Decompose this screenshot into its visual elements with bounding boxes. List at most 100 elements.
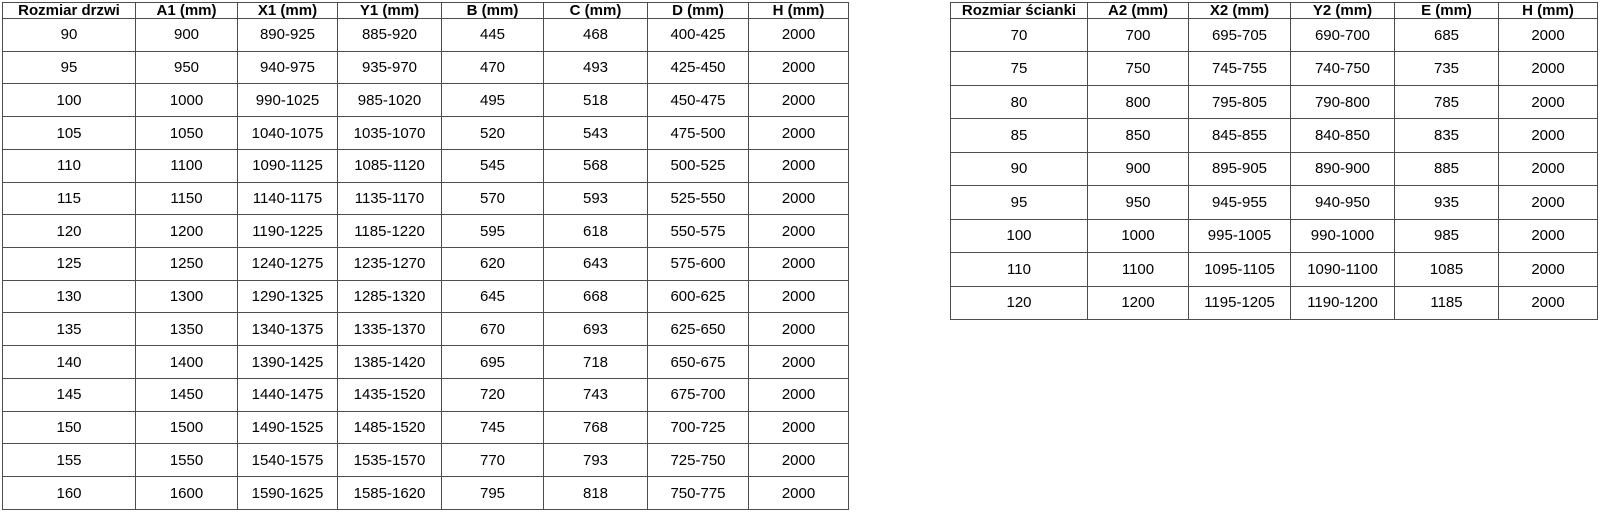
table-cell: 735 xyxy=(1394,51,1499,86)
table-cell: 2000 xyxy=(748,18,849,52)
table-cell: 985-1020 xyxy=(337,83,442,118)
table-cell: 155 xyxy=(2,443,136,478)
table-cell: 1435-1520 xyxy=(337,377,442,412)
table-cell: 1200 xyxy=(135,214,238,249)
table-cell: 1185 xyxy=(1394,285,1499,320)
table-cell: 1390-1425 xyxy=(237,345,338,379)
table-row: 135 1350 1340-1375 1335-1370 670 693 625-650 20… xyxy=(2,312,849,347)
table-cell: 1300 xyxy=(135,279,238,314)
table-cell: 1440-1475 xyxy=(237,377,338,412)
table-cell: 2000 xyxy=(1498,118,1598,153)
table-cell: 1600 xyxy=(135,476,238,510)
table-cell: 1450 xyxy=(135,377,238,412)
table-cell: 1585-1620 xyxy=(337,476,442,510)
table-cell: 693 xyxy=(543,312,648,347)
table-body: 90 900 890-925 885-920 445 468 400-425 2000 95 95… xyxy=(2,18,849,510)
table-cell: 2000 xyxy=(748,345,849,379)
table-cell: 1535-1570 xyxy=(337,443,442,478)
table-cell: 795-805 xyxy=(1188,84,1291,120)
table-cell: 1000 xyxy=(1087,218,1189,254)
header-row: Rozmiar ścianki A2 (mm) X2 (mm) Y2 (mm) E (m… xyxy=(950,2,1598,19)
header-cell: H (mm) xyxy=(748,2,849,19)
table-cell: 620 xyxy=(441,247,544,281)
table-row: 160 1600 1590-1625 1585-1620 795 818 750-775 20… xyxy=(2,476,849,510)
table-cell: 2000 xyxy=(1498,84,1598,120)
table-cell: 2000 xyxy=(748,312,849,347)
table-cell: 2000 xyxy=(748,214,849,249)
table-cell: 525-550 xyxy=(647,181,749,216)
table-cell: 793 xyxy=(543,443,648,478)
table-cell: 2000 xyxy=(748,410,849,445)
table-cell: 110 xyxy=(950,252,1088,287)
table-cell: 985 xyxy=(1394,218,1499,254)
header-cell: Rozmiar ścianki xyxy=(950,2,1088,19)
table-cell: 935 xyxy=(1394,185,1499,220)
table-row: 75 750 745-755 740-750 735 2000 xyxy=(950,51,1598,86)
table-cell: 518 xyxy=(543,83,648,118)
table-cell: 1000 xyxy=(135,83,238,118)
table-row: 85 850 845-855 840-850 835 2000 xyxy=(950,118,1598,153)
table-cell: 945-955 xyxy=(1188,185,1291,220)
table-cell: 545 xyxy=(441,148,544,183)
table-cell: 1590-1625 xyxy=(237,476,338,510)
table-row: 100 1000 995-1005 990-1000 985 2000 xyxy=(950,218,1598,254)
table-cell: 890-925 xyxy=(237,18,338,52)
table-row: 80 800 795-805 790-800 785 2000 xyxy=(950,84,1598,120)
table-cell: 890-900 xyxy=(1290,151,1395,187)
header-cell: D (mm) xyxy=(647,2,749,19)
table-cell: 570 xyxy=(441,181,544,216)
table-cell: 493 xyxy=(543,50,648,85)
table-cell: 70 xyxy=(950,17,1088,53)
table-cell: 468 xyxy=(543,18,648,52)
table-cell: 685 xyxy=(1394,17,1499,53)
table-cell: 885-920 xyxy=(337,18,442,52)
table-cell: 543 xyxy=(543,116,648,150)
table-cell: 1485-1520 xyxy=(337,410,442,445)
table-cell: 1085-1120 xyxy=(337,148,442,183)
table-row: 150 1500 1490-1525 1485-1520 745 768 700-725 20… xyxy=(2,410,849,445)
table-cell: 645 xyxy=(441,279,544,314)
table-cell: 940-950 xyxy=(1290,185,1395,220)
table-cell: 1250 xyxy=(135,247,238,281)
header-row: Rozmiar drzwi A1 (mm) X1 (mm) Y1 (mm) B (mm)… xyxy=(2,2,849,19)
header-cell: A2 (mm) xyxy=(1087,2,1189,19)
table-cell: 90 xyxy=(2,18,136,52)
table-cell: 2000 xyxy=(748,148,849,183)
header-cell: Y1 (mm) xyxy=(337,2,442,19)
table-cell: 445 xyxy=(441,18,544,52)
table-row: 155 1550 1540-1575 1535-1570 770 793 725-750 20… xyxy=(2,443,849,478)
table-cell: 1085 xyxy=(1394,252,1499,287)
table-cell: 1195-1205 xyxy=(1188,285,1291,320)
table-cell: 125 xyxy=(2,247,136,281)
table-cell: 1190-1200 xyxy=(1290,285,1395,320)
table-cell: 2000 xyxy=(1498,285,1598,320)
table-cell: 718 xyxy=(543,345,648,379)
table-cell: 2000 xyxy=(1498,151,1598,187)
table-row: 95 950 945-955 940-950 935 2000 xyxy=(950,185,1598,220)
table-cell: 675-700 xyxy=(647,377,749,412)
header-cell: B (mm) xyxy=(441,2,544,19)
table-cell: 720 xyxy=(441,377,544,412)
table-cell: 130 xyxy=(2,279,136,314)
table-cell: 1200 xyxy=(1087,285,1189,320)
table-cell: 2000 xyxy=(1498,252,1598,287)
table-cell: 770 xyxy=(441,443,544,478)
table-cell: 1050 xyxy=(135,116,238,150)
table-cell: 1100 xyxy=(135,148,238,183)
wall-size-table: Rozmiar ścianki A2 (mm) X2 (mm) Y2 (mm) E (m… xyxy=(950,2,1598,320)
header-cell: C (mm) xyxy=(543,2,648,19)
table-row: 90 900 895-905 890-900 885 2000 xyxy=(950,151,1598,187)
table-row: 95 950 940-975 935-970 470 493 425-450 2000 xyxy=(2,50,849,85)
table-cell: 1340-1375 xyxy=(237,312,338,347)
header-cell: X2 (mm) xyxy=(1188,2,1291,19)
table-cell: 1235-1270 xyxy=(337,247,442,281)
table-cell: 1140-1175 xyxy=(237,181,338,216)
table-cell: 995-1005 xyxy=(1188,218,1291,254)
table-cell: 1490-1525 xyxy=(237,410,338,445)
table-cell: 85 xyxy=(950,118,1088,153)
table-cell: 1135-1170 xyxy=(337,181,442,216)
table-cell: 450-475 xyxy=(647,83,749,118)
table-cell: 2000 xyxy=(748,116,849,150)
table-cell: 115 xyxy=(2,181,136,216)
table-row: 90 900 890-925 885-920 445 468 400-425 2000 xyxy=(2,18,849,52)
